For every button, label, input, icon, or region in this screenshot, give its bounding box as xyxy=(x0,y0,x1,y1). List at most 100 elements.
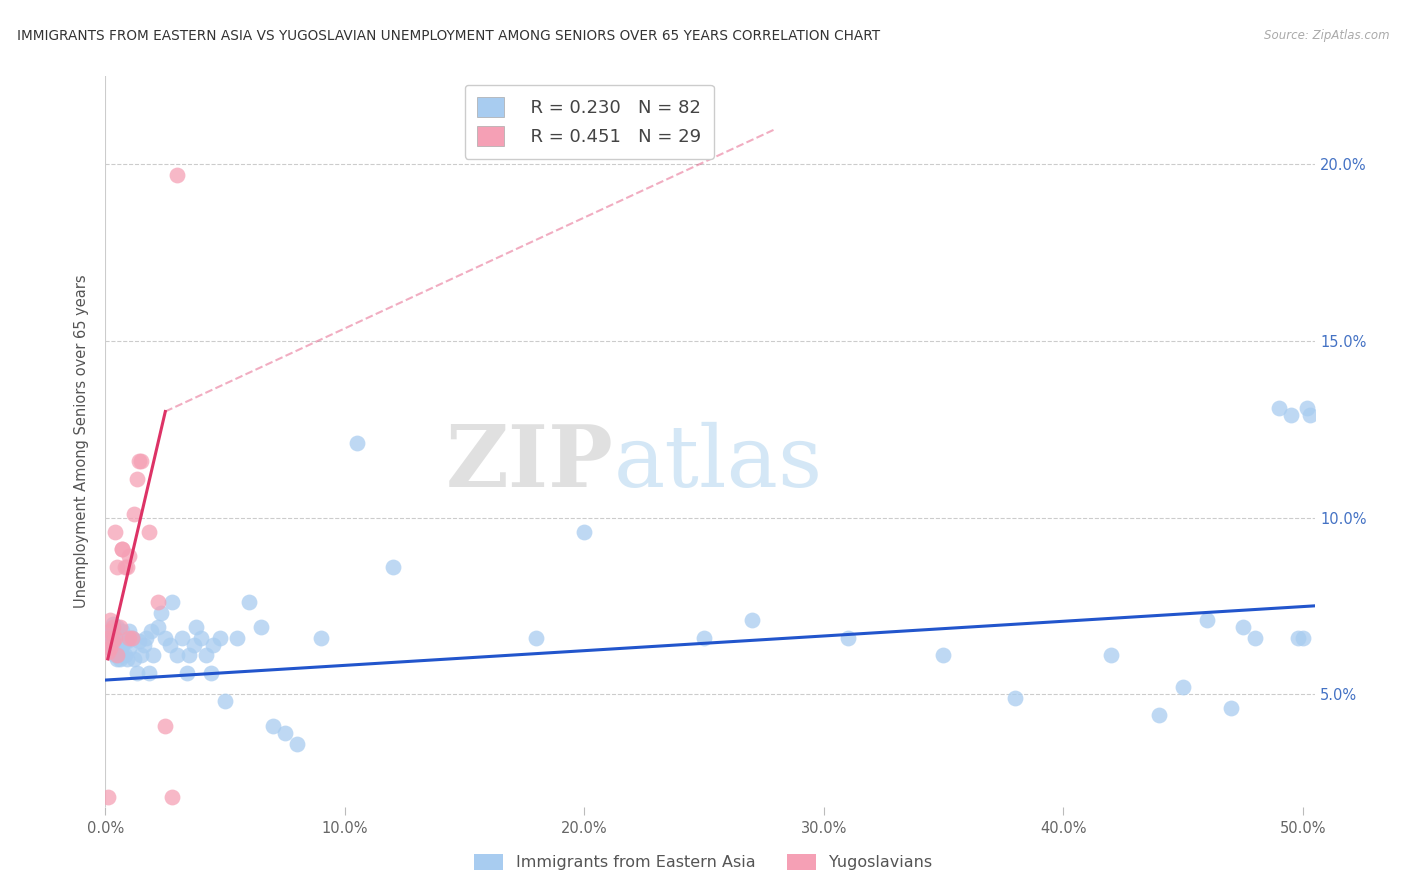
Point xyxy=(574,524,596,539)
Point xyxy=(97,645,120,659)
Point xyxy=(111,542,134,557)
Point xyxy=(274,726,297,740)
Point xyxy=(101,631,124,645)
Point xyxy=(97,631,120,645)
Point xyxy=(190,631,212,645)
Point xyxy=(107,652,129,666)
Point xyxy=(125,472,148,486)
Point xyxy=(932,648,955,663)
Point xyxy=(98,627,121,641)
Point xyxy=(309,631,332,645)
Point xyxy=(176,665,198,680)
Point xyxy=(138,524,160,539)
Point xyxy=(111,638,134,652)
Point xyxy=(108,652,131,666)
Point xyxy=(101,616,124,631)
Point xyxy=(195,648,218,663)
Point xyxy=(122,507,145,521)
Point xyxy=(108,620,131,634)
Point xyxy=(104,631,127,645)
Point xyxy=(155,719,177,733)
Point xyxy=(104,524,127,539)
Point xyxy=(101,634,124,648)
Point xyxy=(107,641,129,656)
Point xyxy=(104,624,127,638)
Point xyxy=(97,624,120,638)
Point xyxy=(98,613,121,627)
Point xyxy=(837,631,859,645)
Point xyxy=(741,613,763,627)
Point xyxy=(1004,690,1026,705)
Point xyxy=(114,634,136,648)
Point xyxy=(1296,401,1319,415)
Point xyxy=(149,606,172,620)
Point xyxy=(107,620,129,634)
Point xyxy=(202,638,225,652)
Point xyxy=(98,624,121,638)
Point xyxy=(1147,708,1170,723)
Point xyxy=(104,638,127,652)
Point xyxy=(285,737,308,751)
Point xyxy=(128,454,150,468)
Text: IMMIGRANTS FROM EASTERN ASIA VS YUGOSLAVIAN UNEMPLOYMENT AMONG SENIORS OVER 65 Y: IMMIGRANTS FROM EASTERN ASIA VS YUGOSLAV… xyxy=(17,29,880,43)
Point xyxy=(346,436,368,450)
Point xyxy=(115,652,138,666)
Point xyxy=(107,648,129,663)
Text: Source: ZipAtlas.com: Source: ZipAtlas.com xyxy=(1264,29,1389,42)
Point xyxy=(122,652,145,666)
Point xyxy=(162,789,184,804)
Point xyxy=(1279,408,1302,422)
Point xyxy=(97,789,120,804)
Point xyxy=(118,624,141,638)
Legend:   R = 0.230   N = 82,   R = 0.451   N = 29: R = 0.230 N = 82, R = 0.451 N = 29 xyxy=(464,85,714,159)
Point xyxy=(166,168,188,182)
Point xyxy=(162,595,184,609)
Point xyxy=(1299,408,1322,422)
Point xyxy=(1171,680,1194,694)
Text: ZIP: ZIP xyxy=(446,422,613,506)
Point xyxy=(1291,631,1313,645)
Point xyxy=(114,648,136,663)
Point xyxy=(101,641,124,656)
Point xyxy=(250,620,273,634)
Point xyxy=(108,641,131,656)
Point xyxy=(186,620,208,634)
Point xyxy=(262,719,284,733)
Legend: Immigrants from Eastern Asia, Yugoslavians: Immigrants from Eastern Asia, Yugoslavia… xyxy=(468,848,938,877)
Point xyxy=(146,595,169,609)
Point xyxy=(142,648,165,663)
Point xyxy=(98,641,121,656)
Point xyxy=(159,638,181,652)
Point xyxy=(138,665,160,680)
Point xyxy=(111,648,134,663)
Point xyxy=(1232,620,1254,634)
Point xyxy=(238,595,260,609)
Point xyxy=(125,665,148,680)
Point xyxy=(107,631,129,645)
Point xyxy=(200,665,222,680)
Point xyxy=(693,631,716,645)
Point xyxy=(107,560,129,574)
Point xyxy=(121,631,143,645)
Point xyxy=(381,560,404,574)
Point xyxy=(111,624,134,638)
Point xyxy=(131,454,153,468)
Point xyxy=(1195,613,1218,627)
Point xyxy=(209,631,232,645)
Point xyxy=(1219,701,1241,715)
Point xyxy=(139,624,162,638)
Point xyxy=(104,648,127,663)
Point xyxy=(98,641,121,656)
Point xyxy=(1267,401,1289,415)
Point xyxy=(121,631,143,645)
Point xyxy=(526,631,548,645)
Point xyxy=(128,634,150,648)
Point xyxy=(115,560,138,574)
Point xyxy=(101,620,124,634)
Point xyxy=(108,631,131,645)
Point xyxy=(146,620,169,634)
Point xyxy=(118,631,141,645)
Y-axis label: Unemployment Among Seniors over 65 years: Unemployment Among Seniors over 65 years xyxy=(75,275,90,608)
Point xyxy=(97,634,120,648)
Point xyxy=(118,641,141,656)
